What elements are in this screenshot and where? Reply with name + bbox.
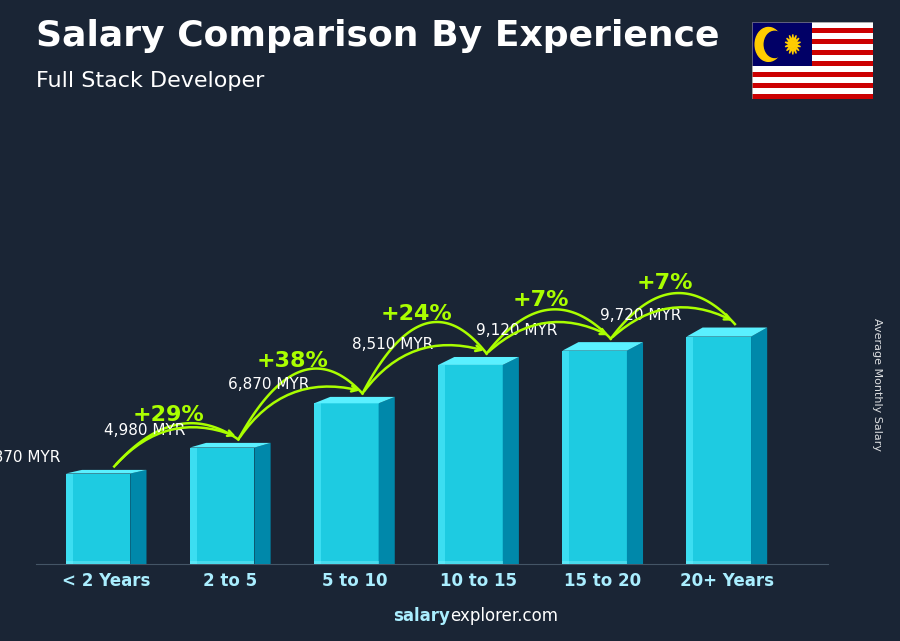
Polygon shape (314, 562, 379, 564)
Polygon shape (190, 447, 255, 564)
Polygon shape (438, 365, 503, 564)
Bar (752, 78, 873, 83)
Bar (752, 83, 873, 88)
Polygon shape (687, 562, 751, 564)
Polygon shape (562, 342, 643, 351)
Polygon shape (130, 470, 147, 564)
Text: 3,870 MYR: 3,870 MYR (0, 451, 61, 465)
Text: +38%: +38% (256, 351, 328, 372)
Polygon shape (190, 562, 255, 564)
Polygon shape (314, 403, 321, 564)
Polygon shape (190, 447, 197, 564)
Polygon shape (66, 470, 147, 474)
Text: explorer.com: explorer.com (450, 607, 558, 625)
Polygon shape (66, 474, 73, 564)
Circle shape (764, 31, 785, 58)
Bar (752, 28, 873, 33)
Bar (752, 72, 873, 78)
Text: salary: salary (393, 607, 450, 625)
Bar (752, 94, 873, 99)
Bar (752, 88, 873, 94)
Bar (752, 67, 873, 72)
Polygon shape (562, 562, 627, 564)
Bar (752, 22, 812, 67)
Text: 9,120 MYR: 9,120 MYR (476, 322, 557, 338)
Polygon shape (66, 474, 130, 564)
Text: +7%: +7% (512, 290, 569, 310)
Wedge shape (755, 28, 781, 62)
Polygon shape (785, 35, 800, 54)
Polygon shape (687, 337, 751, 564)
Polygon shape (66, 562, 130, 564)
Polygon shape (562, 351, 569, 564)
Text: Full Stack Developer: Full Stack Developer (36, 71, 265, 90)
Polygon shape (314, 397, 395, 403)
Bar (752, 61, 873, 67)
Bar (752, 55, 873, 61)
Text: Average Monthly Salary: Average Monthly Salary (872, 318, 883, 451)
Polygon shape (438, 562, 503, 564)
Bar (752, 33, 873, 39)
Polygon shape (562, 351, 627, 564)
Polygon shape (438, 357, 519, 365)
Polygon shape (751, 328, 767, 564)
Text: +29%: +29% (132, 405, 204, 425)
Text: 4,980 MYR: 4,980 MYR (104, 423, 185, 438)
Polygon shape (438, 365, 445, 564)
Polygon shape (687, 337, 693, 564)
Bar (752, 50, 873, 55)
Text: Salary Comparison By Experience: Salary Comparison By Experience (36, 19, 719, 53)
Polygon shape (190, 443, 271, 447)
Text: 6,870 MYR: 6,870 MYR (228, 378, 309, 392)
Polygon shape (627, 342, 643, 564)
Polygon shape (255, 443, 271, 564)
Text: +7%: +7% (636, 274, 693, 294)
Bar (752, 22, 873, 28)
Polygon shape (379, 397, 395, 564)
Text: +24%: +24% (381, 304, 453, 324)
Polygon shape (503, 357, 519, 564)
Bar (752, 44, 873, 50)
Bar (752, 39, 873, 44)
Text: 8,510 MYR: 8,510 MYR (352, 337, 433, 353)
Text: 9,720 MYR: 9,720 MYR (600, 308, 681, 323)
Polygon shape (314, 403, 379, 564)
Polygon shape (687, 328, 767, 337)
